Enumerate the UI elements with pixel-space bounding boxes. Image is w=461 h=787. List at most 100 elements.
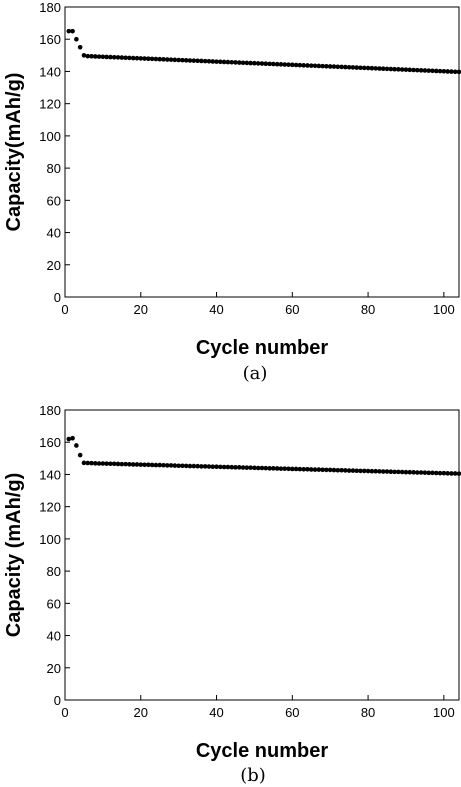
- data-point: [267, 61, 272, 67]
- data-point: [123, 461, 128, 467]
- data-point: [274, 61, 280, 67]
- data-point: [418, 68, 424, 73]
- chart-panel-b: 0 20 40 60 80 100 120 140 160 180 0 20 40 60 80 100 Cyc…: [0, 393, 461, 787]
- y-tick-label: 140: [39, 64, 61, 79]
- data-point: [127, 55, 132, 61]
- x-tick-label: 80: [361, 705, 375, 720]
- data-point: [301, 466, 306, 472]
- data-point: [415, 470, 420, 475]
- data-point: [168, 57, 174, 62]
- y-tick-label: 0: [54, 290, 61, 305]
- data-point: [225, 464, 231, 470]
- data-point: [164, 463, 170, 468]
- data-point: [335, 64, 341, 70]
- data-point: [286, 62, 291, 67]
- x-tick-label: 20: [134, 302, 148, 317]
- data-point: [149, 56, 155, 62]
- y-tick-label: 60: [47, 193, 61, 208]
- data-point: [229, 59, 234, 65]
- data-point: [146, 462, 151, 468]
- data-point: [422, 470, 428, 475]
- y-axis-title-a: Capacity(mAh/g): [3, 73, 25, 232]
- x-axis-title-b: Cycle number: [196, 740, 328, 762]
- data-point: [100, 54, 106, 60]
- data-point: [377, 469, 382, 474]
- data-point: [104, 461, 109, 466]
- data-point: [441, 68, 447, 74]
- data-point: [93, 54, 98, 59]
- data-point: [290, 466, 295, 472]
- data-point: [388, 469, 394, 475]
- data-point: [111, 54, 117, 60]
- data-point: [180, 463, 185, 469]
- y-tick-label: 100: [39, 532, 61, 547]
- panel-label-b: (b): [240, 765, 266, 786]
- data-point: [236, 465, 242, 470]
- data-point: [407, 469, 413, 475]
- panel-label-a: (a): [243, 363, 268, 384]
- x-tick-label: 60: [285, 705, 299, 720]
- data-point: [187, 58, 193, 63]
- chart-a: 0 20 40 60 80 100 120 140 160 180 0 20 40 60 80 100 Cyc…: [3, 0, 461, 384]
- data-point: [365, 65, 371, 71]
- data-point: [108, 54, 113, 60]
- data-point: [259, 465, 265, 471]
- data-point: [354, 65, 360, 70]
- data-point: [433, 470, 439, 476]
- data-point: [142, 462, 147, 468]
- y-tick-label: 180: [39, 403, 61, 418]
- data-point: [411, 67, 416, 73]
- data-point: [380, 469, 386, 474]
- data-point: [358, 468, 363, 474]
- data-point: [96, 54, 102, 59]
- data-point: [229, 464, 234, 470]
- data-point: [271, 61, 276, 67]
- data-point: [199, 464, 204, 469]
- y-tick-label: 0: [54, 693, 61, 708]
- data-point: [324, 467, 329, 473]
- data-point: [81, 53, 87, 58]
- data-point: [422, 68, 428, 73]
- data-point: [403, 469, 409, 475]
- data-point: [240, 465, 246, 470]
- data-point: [297, 466, 303, 472]
- data-point: [210, 59, 216, 64]
- data-point: [104, 54, 109, 60]
- data-point: [119, 461, 125, 467]
- data-point: [426, 470, 431, 476]
- data-point: [399, 67, 405, 72]
- data-point: [384, 66, 390, 72]
- ticks-a: 0 20 40 60 80 100 120 140 160 180 0 20 40 60 80 100: [39, 0, 454, 317]
- data-point: [308, 63, 314, 68]
- data-point: [85, 53, 91, 59]
- data-point: [305, 63, 310, 68]
- data-point: [89, 54, 94, 59]
- data-point: [380, 66, 386, 72]
- data-point: [365, 468, 371, 474]
- data-point: [195, 463, 200, 469]
- data-point: [343, 64, 348, 70]
- y-tick-label: 40: [47, 226, 61, 241]
- data-point: [433, 68, 439, 74]
- data-point: [240, 60, 246, 66]
- data-point: [320, 467, 325, 473]
- data-point: [244, 465, 250, 470]
- y-tick-label: 20: [47, 661, 61, 676]
- data-point: [236, 60, 242, 65]
- data-point: [267, 466, 272, 471]
- data-point: [218, 464, 223, 470]
- y-tick-label: 60: [47, 596, 61, 611]
- data-point: [373, 66, 378, 71]
- data-point: [202, 464, 208, 469]
- data-point: [263, 465, 269, 471]
- data-point: [343, 468, 348, 473]
- x-tick-label: 80: [361, 302, 375, 317]
- data-point: [183, 463, 189, 469]
- y-tick-label: 140: [39, 467, 61, 482]
- data-point: [358, 65, 363, 71]
- data-point: [331, 467, 337, 473]
- y-tick-label: 120: [39, 500, 61, 515]
- x-tick-label: 60: [285, 302, 299, 317]
- plot-frame-a: [64, 6, 460, 298]
- y-axis-title-b: Capacity (mAh/g): [3, 473, 25, 637]
